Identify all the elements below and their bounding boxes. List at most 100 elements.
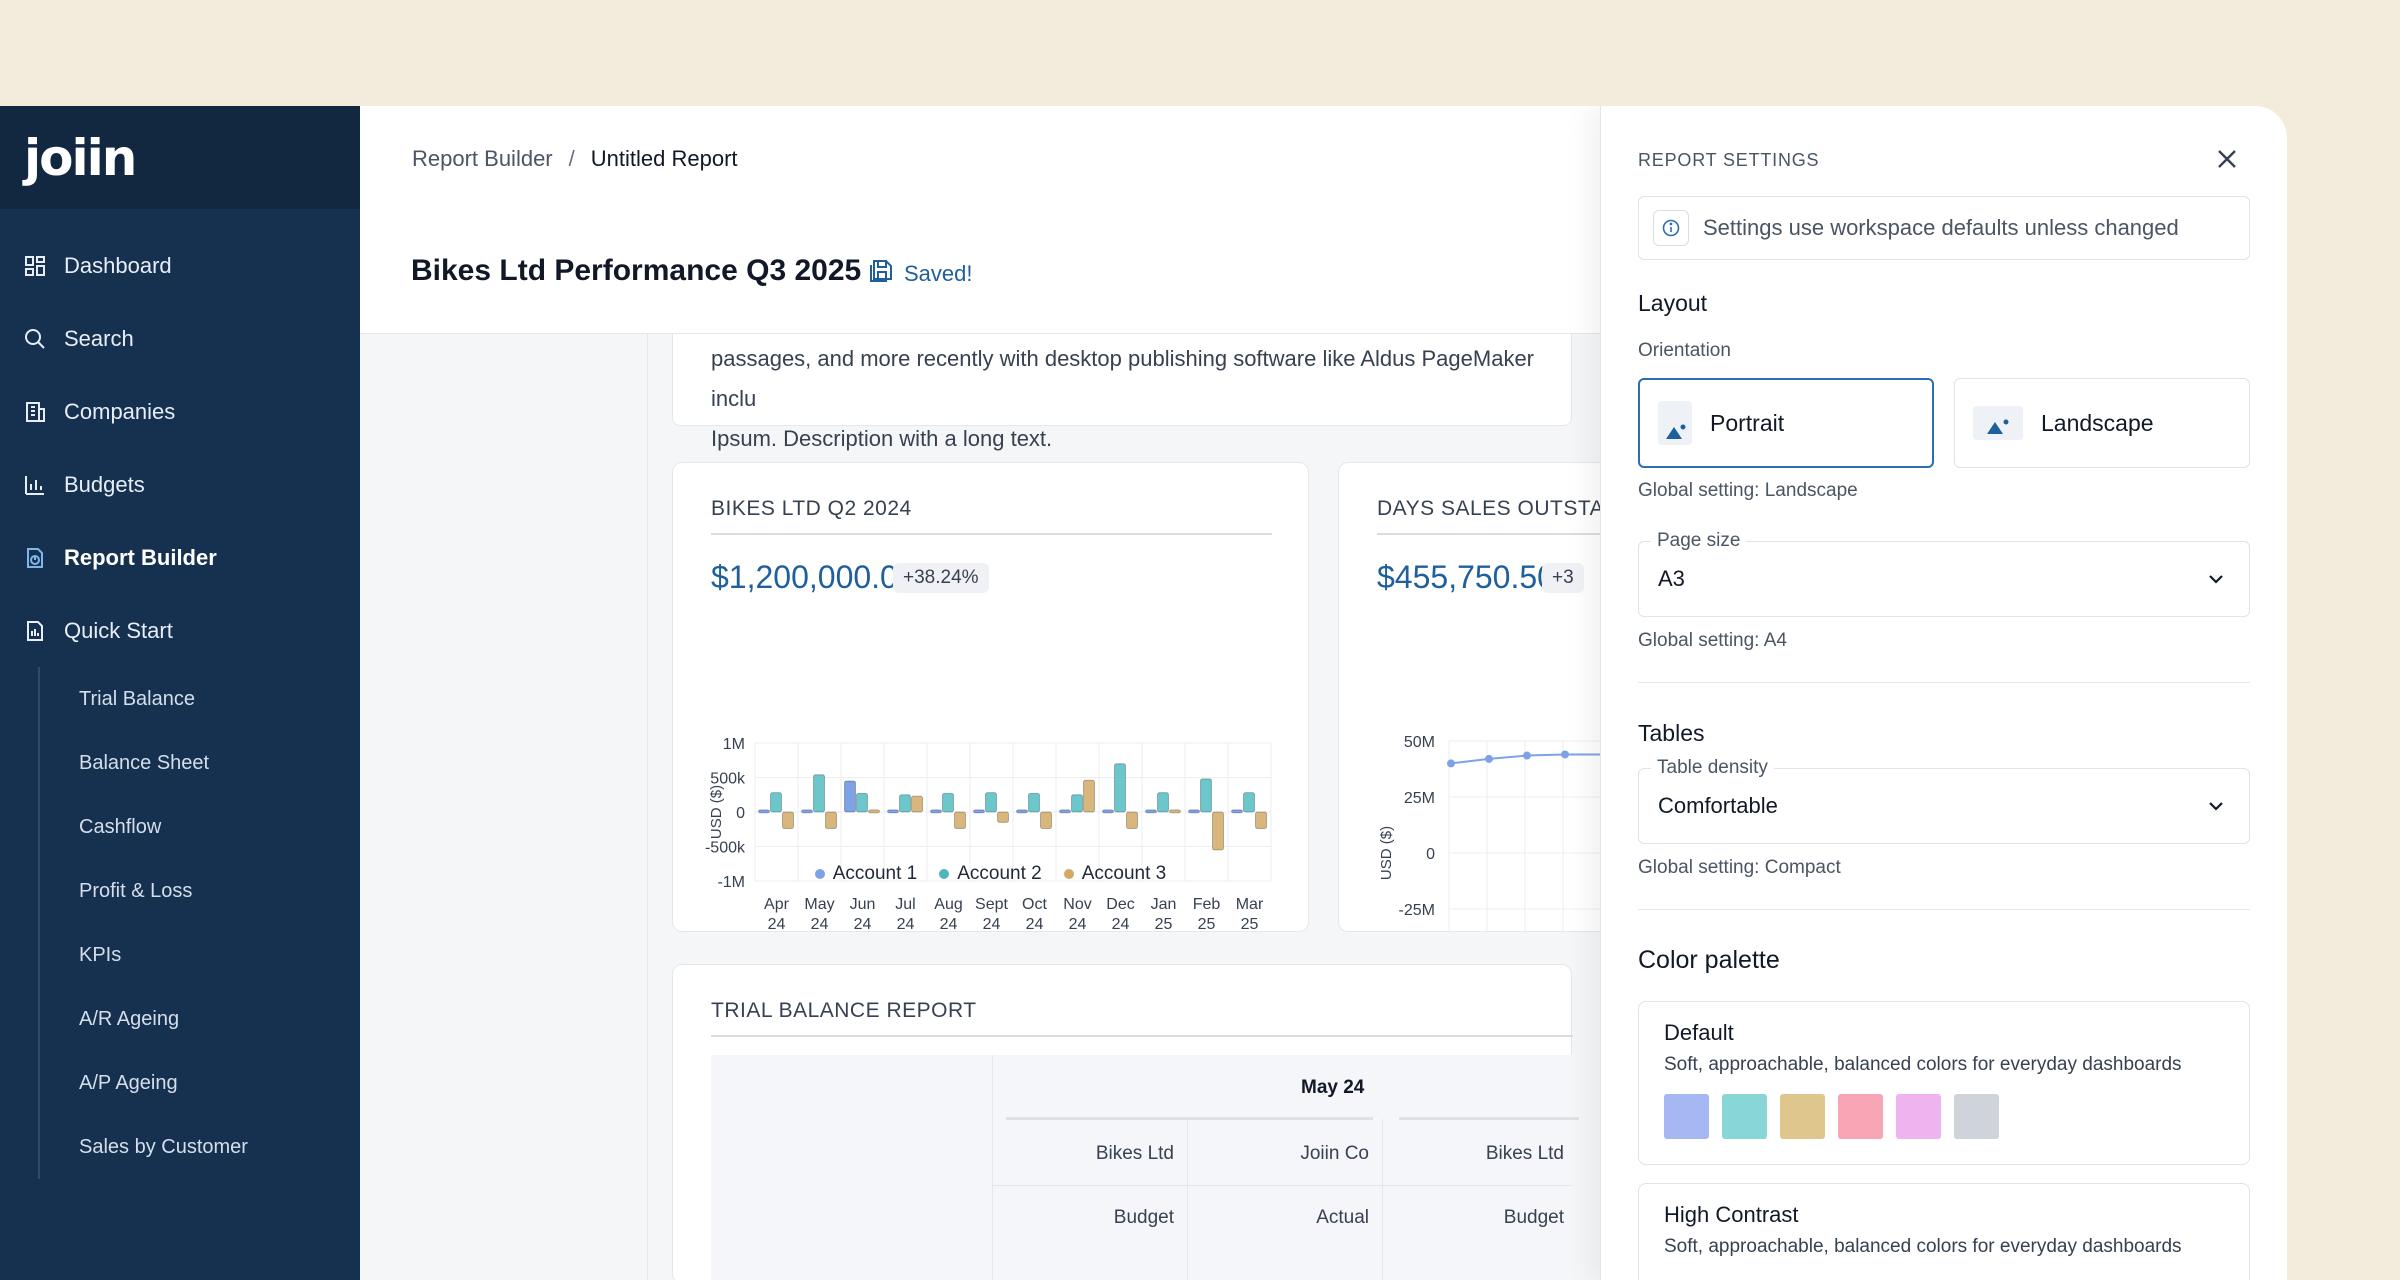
y-tick-label: 1M — [723, 736, 745, 753]
column-divider — [992, 1055, 993, 1280]
subnav-item-kpis[interactable]: KPIs — [79, 943, 122, 966]
change-badge: +3 — [1542, 563, 1584, 593]
save-icon — [868, 258, 894, 290]
legend-dot — [814, 869, 825, 879]
bar-account-1 — [758, 809, 770, 814]
bar-account-1 — [887, 809, 899, 814]
column-header-company[interactable]: Bikes Ltd — [1485, 1143, 1564, 1164]
x-tick-label: Oct — [1022, 896, 1047, 913]
palette-option-default[interactable]: Default Soft, approachable, balanced col… — [1638, 1001, 2250, 1165]
sidebar: joiin Dashboard Search Companies — [0, 106, 360, 1280]
color-swatch — [1780, 1094, 1825, 1139]
x-tick-label: 24 — [940, 916, 958, 933]
y-tick-label: -500k — [705, 840, 746, 857]
portrait-label: Portrait — [1710, 409, 1785, 436]
bar-account-1 — [1016, 809, 1028, 814]
bar-account-2 — [985, 792, 997, 813]
x-tick-label: Jan — [1151, 896, 1177, 913]
trial-balance-card: TRIAL BALANCE REPORT May 24 Bikes Ltd Jo… — [672, 964, 1579, 1280]
bar-account-1 — [1188, 809, 1200, 814]
column-divider — [1382, 1119, 1383, 1280]
column-header-type[interactable]: Actual — [1316, 1207, 1369, 1228]
main-content: passages, and more recently with desktop… — [360, 106, 1976, 1280]
y-tick-label: 0 — [736, 805, 745, 822]
bar-chart: 1M 500k 0 -500k -1M USD ($) Apr 24 May 24 Jun 24 Jul… — [705, 736, 1272, 933]
table-density-select[interactable]: Table density Comfortable — [1638, 757, 2250, 844]
subnav-item-profit-loss[interactable]: Profit & Loss — [79, 879, 193, 902]
layout-heading: Layout — [1638, 290, 1708, 316]
bar-chart-icon — [22, 472, 48, 498]
description-line-1: passages, and more recently with desktop… — [711, 346, 1535, 411]
column-header-company[interactable]: Bikes Ltd — [1095, 1143, 1174, 1164]
breadcrumb-link-report-builder[interactable]: Report Builder — [412, 146, 553, 171]
info-text: Settings use workspace defaults unless c… — [1703, 215, 2179, 240]
sidebar-item-quick-start[interactable]: Quick Start — [0, 594, 360, 667]
color-swatch — [1954, 1094, 1999, 1139]
description-card: passages, and more recently with desktop… — [672, 316, 1572, 451]
sidebar-item-label: Budgets — [64, 471, 145, 497]
color-swatch — [1722, 1094, 1767, 1139]
subnav-item-ap-ageing[interactable]: A/P Ageing — [79, 1071, 178, 1094]
document-icon — [22, 618, 48, 644]
tables-heading: Tables — [1638, 720, 1705, 746]
info-banner: Settings use workspace defaults unless c… — [1638, 196, 2250, 260]
card-divider — [711, 533, 1272, 535]
sidebar-item-report-builder[interactable]: Report Builder — [0, 521, 360, 594]
x-tick-label: 24 — [983, 916, 1001, 933]
page-title[interactable]: Bikes Ltd Performance Q3 2025 — [411, 254, 862, 287]
subnav-item-trial-balance[interactable]: Trial Balance — [79, 687, 195, 710]
y-axis-label: USD ($) — [708, 785, 725, 839]
orientation-option-portrait[interactable]: Portrait — [1638, 378, 1934, 468]
bar-account-2 — [899, 794, 911, 813]
sidebar-item-dashboard[interactable]: Dashboard — [0, 229, 360, 302]
column-header-type[interactable]: Budget — [1503, 1207, 1564, 1228]
sidebar-item-budgets[interactable]: Budgets — [0, 448, 360, 521]
close-button[interactable] — [2212, 144, 2242, 174]
x-tick-label: 24 — [1026, 916, 1044, 933]
y-tick-label: 0 — [1426, 846, 1435, 863]
bar-account-2 — [942, 792, 954, 813]
orientation-option-landscape[interactable]: Landscape — [1954, 378, 2250, 468]
legend-label: Account 1 — [832, 863, 918, 884]
chevron-down-icon — [2205, 568, 2227, 595]
column-header-company[interactable]: Joiin Co — [1300, 1143, 1369, 1164]
kpi-card-bikes-ltd[interactable]: BIKES LTD Q2 2024 $1,200,000.00 +38.24% … — [672, 462, 1309, 933]
bar-account-3 — [997, 811, 1009, 823]
report-header: Report Builder / Untitled Report Bikes Ltd… — [360, 106, 1600, 334]
legend-item-account-3: Account 3 — [1063, 863, 1167, 885]
page-size-label: Page size — [1651, 530, 1747, 552]
subnav-item-balance-sheet[interactable]: Balance Sheet — [79, 751, 210, 774]
column-header-type[interactable]: Budget — [1113, 1207, 1174, 1228]
sidebar-item-label: Report Builder — [64, 544, 217, 570]
y-tick-label: 25M — [1404, 790, 1435, 807]
page-size-select[interactable]: Page size A3 — [1638, 530, 2250, 617]
bar-account-2 — [770, 792, 782, 813]
palette-option-high-contrast[interactable]: High Contrast Soft, approachable, balanc… — [1638, 1183, 2250, 1280]
report-settings-panel: REPORT SETTINGS Settings use workspace d… — [1600, 106, 2287, 1280]
sidebar-item-companies[interactable]: Companies — [0, 375, 360, 448]
subnav-item-ar-ageing[interactable]: A/R Ageing — [79, 1007, 180, 1030]
sidebar-item-search[interactable]: Search — [0, 302, 360, 375]
y-tick-label: 500k — [710, 771, 746, 788]
sidebar-item-label: Search — [64, 325, 134, 351]
landscape-thumbnail-icon — [1973, 406, 2023, 440]
joiin-logo[interactable]: joiin — [24, 128, 137, 187]
landscape-label: Landscape — [2041, 409, 2154, 436]
bar-account-2 — [1157, 792, 1169, 813]
change-badge: +38.24% — [893, 563, 989, 593]
sidebar-item-label: Companies — [64, 398, 176, 424]
subnav-item-sales-by-customer[interactable]: Sales by Customer — [79, 1135, 248, 1158]
legend-label: Account 3 — [1081, 863, 1167, 884]
sidebar-nav: Dashboard Search Companies Budgets — [0, 209, 360, 667]
bar-account-1 — [1231, 809, 1243, 814]
breadcrumb-separator: / — [568, 146, 575, 171]
palette-description: Soft, approachable, balanced colors for … — [1664, 1236, 2182, 1257]
subnav-item-cashflow[interactable]: Cashflow — [79, 815, 162, 838]
bar-account-2 — [1200, 778, 1212, 813]
x-tick-label: Dec — [1106, 896, 1134, 913]
palette-name: High Contrast — [1664, 1202, 1799, 1227]
portrait-thumbnail-icon — [1658, 401, 1692, 445]
x-tick-label: 24 — [897, 916, 915, 933]
sidebar-item-label: Dashboard — [64, 252, 172, 278]
x-tick-label: 24 — [1069, 916, 1087, 933]
